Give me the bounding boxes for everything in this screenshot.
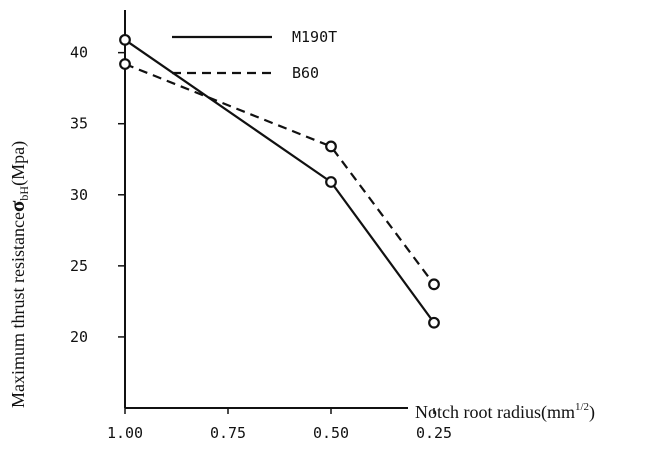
- x-tick-label: 1.00: [107, 424, 143, 442]
- data-point: [325, 140, 337, 153]
- x-tick-label: 0.50: [313, 424, 349, 442]
- data-point: [325, 176, 337, 188]
- data-point: [428, 278, 440, 291]
- x-axis-title-main: Notch root radius(mm: [415, 402, 575, 423]
- y-axis-title: Maximum thrust resistanceσbH(Mpa): [5, 141, 31, 408]
- series-line: [124, 62, 435, 285]
- y-tick-label: 20: [70, 328, 88, 346]
- x-tick-label: 0.25: [416, 424, 452, 442]
- data-point: [428, 316, 440, 329]
- axes: [124, 10, 408, 409]
- x-axis-title-sup: 1/2: [575, 401, 589, 413]
- y-axis-title-main: Maximum thrust resistance: [8, 212, 28, 408]
- x-axis-title: Notch root radius(mm1/2): [415, 401, 595, 423]
- y-axis-title-symbol: σ: [5, 200, 29, 212]
- legend: M190T B60: [172, 28, 337, 82]
- y-tick-label: 40: [70, 44, 88, 62]
- series-m190t: [119, 33, 440, 329]
- series-layer: [119, 33, 440, 329]
- y-axis-title-sub: bH: [17, 186, 31, 201]
- legend-label: B60: [292, 64, 319, 82]
- y-tick-label: 35: [70, 115, 88, 133]
- legend-label: M190T: [292, 28, 337, 46]
- data-point: [119, 33, 131, 46]
- x-tick-label: 0.75: [210, 424, 246, 442]
- x-axis-title-tail: ): [589, 402, 595, 423]
- y-tick-label: 25: [70, 257, 88, 275]
- series-b60: [119, 58, 440, 291]
- y-axis-title-tail: (Mpa): [8, 141, 29, 186]
- data-point: [119, 58, 131, 70]
- x-ticks: 1.00 0.75 0.50 0.25: [107, 408, 452, 442]
- y-tick-label: 30: [70, 186, 88, 204]
- y-ticks: 40 35 30 25 20: [70, 44, 125, 346]
